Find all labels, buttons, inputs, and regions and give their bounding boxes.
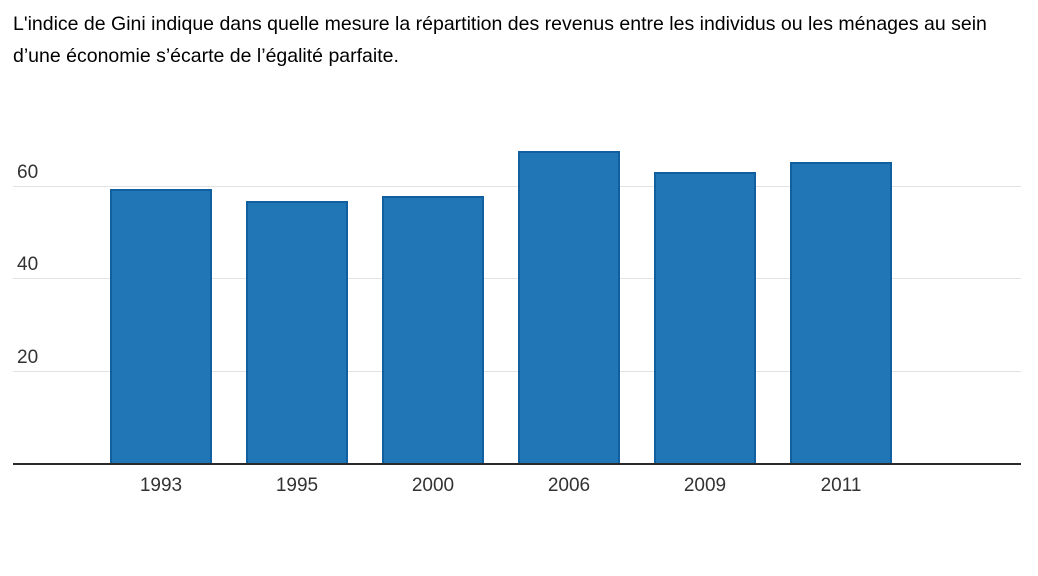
x-axis-label-1995: 1995 xyxy=(275,475,319,496)
bar-1995 xyxy=(246,201,348,464)
bar-2000 xyxy=(382,196,484,464)
x-axis-label-2006: 2006 xyxy=(547,475,591,496)
x-axis-label-1993: 1993 xyxy=(139,475,183,496)
x-axis-label-2011: 2011 xyxy=(820,475,862,496)
gridline-40 xyxy=(13,278,1021,279)
y-axis-label-20: 20 xyxy=(17,347,39,368)
bar-2006 xyxy=(518,151,620,464)
x-axis-label-2000: 2000 xyxy=(411,475,455,496)
y-axis-label-60: 60 xyxy=(17,162,39,183)
bar-1993 xyxy=(110,189,212,464)
gridline-20 xyxy=(13,371,1021,372)
x-axis-label-2009: 2009 xyxy=(683,475,727,496)
chart-description: L'indice de Gini indique dans quelle mes… xyxy=(13,13,987,67)
bar-2009 xyxy=(654,172,756,464)
x-axis-line xyxy=(13,463,1021,465)
bar-2011 xyxy=(790,162,892,464)
gridline-60 xyxy=(13,186,1021,187)
y-axis-label-40: 40 xyxy=(17,254,39,275)
